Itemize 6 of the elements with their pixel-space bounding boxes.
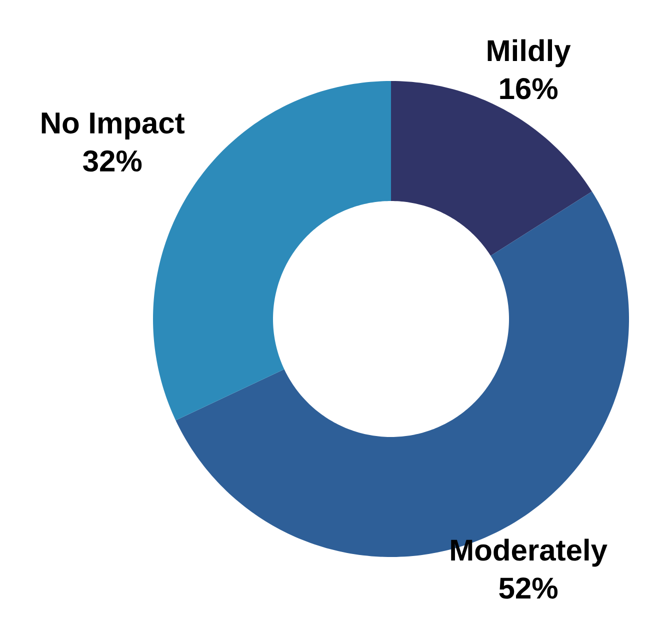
slice-label: Mildly <box>488 39 571 68</box>
data-label: 52% <box>499 578 558 599</box>
slice-label: No Impact <box>42 112 184 140</box>
slice-label: Moderately <box>451 538 608 567</box>
data-label: 16% <box>500 78 558 100</box>
data-label: 32% <box>83 150 142 172</box>
